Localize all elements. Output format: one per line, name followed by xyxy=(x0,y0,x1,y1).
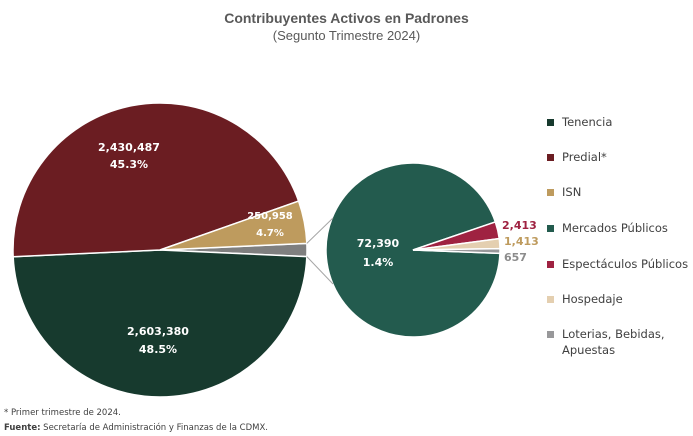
connector-line-bottom xyxy=(306,256,334,285)
legend-item-tenencia: Tenencia xyxy=(547,114,693,130)
legend-swatch xyxy=(547,189,554,196)
legend-item-predial: Predial* xyxy=(547,149,693,165)
chart-title: Contribuyentes Activos en Padrones xyxy=(224,10,469,26)
pie-slice-predial xyxy=(12,102,300,258)
legend-swatch xyxy=(547,331,554,338)
data-label-predial-value: 2,430,487 xyxy=(98,141,160,154)
pie-slice-tenencia xyxy=(12,249,308,398)
data-label-loterias: 657 xyxy=(504,251,527,264)
data-label-espectaculos: 2,413 xyxy=(502,219,537,232)
data-label-isn-percent: 4.7% xyxy=(256,228,284,239)
legend-label: Hospedaje xyxy=(562,292,623,306)
legend-label: Espectáculos Públicos xyxy=(562,257,689,271)
legend-label: Tenencia xyxy=(562,115,613,129)
legend-label: Loterias, Bebidas, Apuestas xyxy=(562,327,665,357)
source-note: Fuente: Secretaría de Administración y F… xyxy=(4,423,268,433)
legend-item-isn: ISN xyxy=(547,184,693,200)
legend-item-hospedaje: Hospedaje xyxy=(547,291,693,307)
legend-swatch xyxy=(547,296,554,303)
pie-slice-loterias xyxy=(412,247,501,255)
source-text: Secretaría de Administración y Finanzas … xyxy=(40,423,268,433)
legend-label: ISN xyxy=(562,185,582,199)
data-label-mercados-value: 72,390 xyxy=(357,237,400,250)
legend-swatch xyxy=(547,119,554,126)
legend-swatch xyxy=(547,225,554,232)
data-label-mercados-percent: 1.4% xyxy=(363,256,394,269)
legend-item-mercados: Mercados Públicos xyxy=(547,220,693,236)
data-label-hospedaje: 1,413 xyxy=(504,235,539,248)
footnote: * Primer trimestre de 2024. xyxy=(4,408,121,418)
data-label-tenencia-percent: 48.5% xyxy=(139,343,177,356)
chart-subtitle: (Segunto Trimestre 2024) xyxy=(272,28,421,43)
legend-item-espectaculos: Espectáculos Públicos xyxy=(547,256,693,272)
legend-swatch xyxy=(547,261,554,268)
data-label-isn-value: 250,958 xyxy=(247,211,293,222)
source-label: Fuente: xyxy=(4,423,41,433)
data-label-tenencia-value: 2,603,380 xyxy=(127,325,189,338)
legend-item-loterias: Loterias, Bebidas, Apuestas xyxy=(547,326,693,358)
legend-swatch xyxy=(547,154,554,161)
legend-label: Predial* xyxy=(562,150,607,164)
legend-label: Mercados Públicos xyxy=(562,221,668,235)
data-label-predial-percent: 45.3% xyxy=(110,158,148,171)
connector-line-top xyxy=(306,217,334,244)
